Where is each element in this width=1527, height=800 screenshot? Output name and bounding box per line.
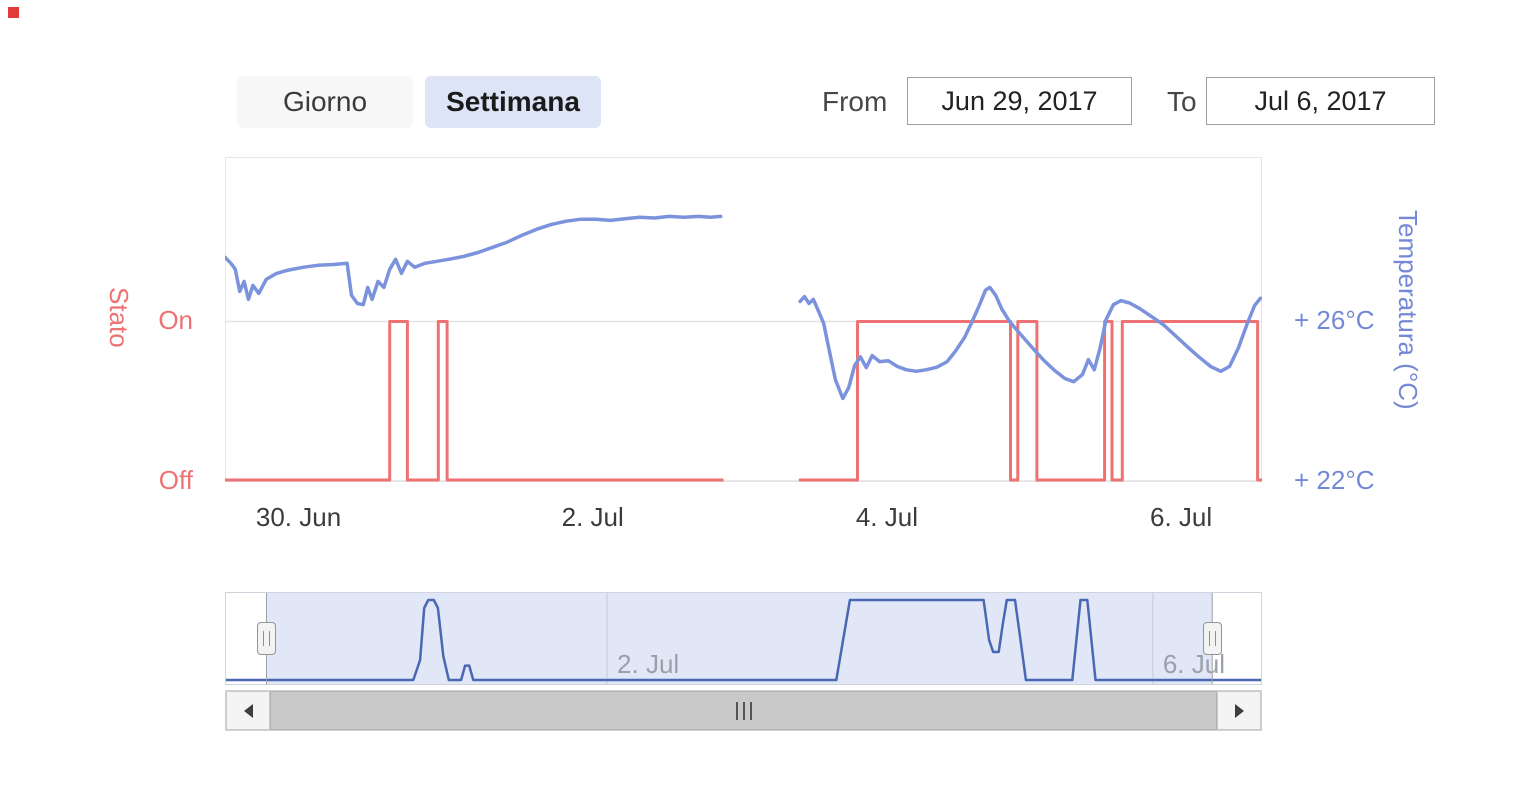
- navigator-left-handle[interactable]: [256, 622, 276, 655]
- navigator-right-handle[interactable]: [1202, 622, 1222, 655]
- to-date-input[interactable]: Jul 6, 2017: [1206, 77, 1435, 125]
- state-off-label: Off: [158, 465, 193, 495]
- left-axis-title: Stato: [104, 287, 134, 348]
- red-corner-marker: [8, 7, 19, 18]
- scroll-right-icon: [1234, 703, 1244, 718]
- scrollbar-track[interactable]: [225, 690, 1262, 731]
- navigator-tick-label: 2. Jul: [617, 649, 680, 679]
- scroll-left-icon: [243, 703, 253, 718]
- navigator-svg: [225, 592, 1262, 685]
- from-date-input[interactable]: Jun 29, 2017: [907, 77, 1132, 125]
- temp-22-label: + 22°C: [1294, 465, 1375, 495]
- to-label: To: [1167, 86, 1197, 117]
- scrollbar-thumb[interactable]: [270, 691, 1217, 730]
- scrollbar-right-button[interactable]: [1217, 691, 1261, 730]
- main-chart-plot-area[interactable]: [225, 157, 1262, 482]
- from-label: From: [822, 86, 888, 117]
- x-axis-tick-label: 30. Jun: [255, 502, 342, 532]
- state-on-label: On: [158, 305, 193, 335]
- x-axis-tick-label: 6. Jul: [1150, 502, 1213, 532]
- scrollbar-left-button[interactable]: [226, 691, 270, 730]
- main-chart-svg: [225, 214, 1262, 482]
- range-button-giorno[interactable]: Giorno: [237, 76, 413, 128]
- navigator-range-selector[interactable]: [225, 592, 1262, 685]
- x-axis-tick-label: 2. Jul: [561, 502, 624, 532]
- scrollbar-grip-icon: [742, 701, 745, 720]
- right-axis-title: Temperatura (°C): [1393, 210, 1423, 410]
- x-axis-tick-label: 4. Jul: [855, 502, 918, 532]
- temp-26-label: + 26°C: [1294, 305, 1375, 335]
- range-button-settimana[interactable]: Settimana: [425, 76, 601, 128]
